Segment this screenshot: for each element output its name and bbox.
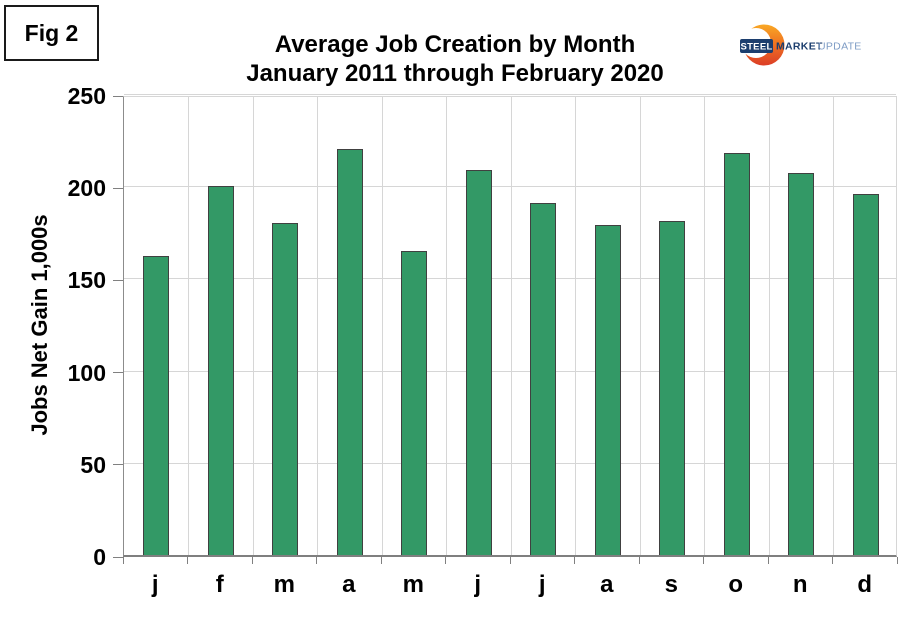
tick-mark (187, 557, 188, 564)
tick-mark (122, 557, 124, 564)
x-tick-label: j (151, 571, 159, 598)
smu-logo: STEEL MARKET UPDATE (738, 22, 888, 68)
bar (207, 186, 234, 555)
x-tick-label: a (342, 571, 356, 598)
x-tick-label: s (664, 571, 678, 598)
bar (143, 256, 170, 555)
logo-update-text: UPDATE (818, 41, 862, 53)
y-tick-label: 50 (80, 451, 106, 478)
logo-market-text: MARKET (776, 41, 823, 53)
tick-mark (316, 557, 317, 564)
tick-mark (113, 279, 123, 281)
gridline (188, 97, 189, 555)
tick-mark (445, 557, 446, 564)
gridline (124, 94, 896, 95)
tick-mark (896, 557, 898, 564)
y-axis-title: Jobs Net Gain 1,000s (27, 214, 52, 436)
bar (336, 149, 363, 555)
tick-mark (113, 372, 123, 374)
steel-badge (740, 39, 773, 53)
x-tick-label: n (792, 571, 808, 598)
bar (530, 202, 557, 555)
plot-area (123, 94, 897, 557)
logo-steel-text: STEEL (740, 42, 772, 53)
gridline (124, 462, 896, 464)
tick-mark (113, 187, 123, 189)
y-tick-label: 100 (67, 359, 106, 386)
gridline (124, 186, 896, 188)
figure-label: Fig 2 (24, 19, 79, 46)
chart-title-line2: January 2011 through February 2020 (246, 60, 664, 87)
gridline (446, 97, 447, 555)
gridline (639, 97, 641, 555)
figure-label-box: Fig 2 (4, 5, 99, 61)
tick-mark (767, 557, 769, 564)
x-tick-label: f (215, 571, 224, 598)
x-tick-label: a (600, 571, 614, 598)
chart-title: Average Job Creation by Month January 20… (0, 30, 910, 88)
bar (788, 173, 815, 555)
y-tick-label: 150 (67, 267, 106, 294)
x-tick-label: d (857, 571, 873, 598)
tick-mark (703, 557, 704, 564)
smu-logo-graphic: STEEL MARKET UPDATE (740, 24, 862, 66)
tick-mark (113, 95, 123, 97)
y-tick-label: 250 (67, 83, 106, 109)
gridline (575, 97, 576, 555)
gridline (768, 97, 770, 555)
bar (723, 153, 750, 555)
bar (272, 223, 299, 555)
x-tick-label: j (474, 571, 482, 598)
tick-mark (832, 557, 833, 564)
x-tick-label: m (402, 571, 424, 598)
bar (594, 224, 621, 555)
x-tick-label: m (273, 571, 295, 598)
tick-mark (638, 557, 640, 564)
gridline (381, 97, 383, 555)
tick-mark (113, 464, 123, 466)
gridline (833, 97, 834, 555)
tick-mark (113, 556, 123, 558)
y-tick-label: 0 (93, 544, 106, 570)
chart-title-line1: Average Job Creation by Month (274, 31, 636, 58)
bar (659, 221, 686, 555)
y-tick-label: 200 (67, 175, 106, 202)
tick-mark (509, 557, 511, 564)
tick-mark (574, 557, 575, 564)
gridline (124, 278, 896, 280)
x-tick-label: o (728, 571, 744, 598)
gridline (124, 370, 896, 372)
x-tick-label: j (538, 571, 546, 598)
gridline (317, 97, 318, 555)
bar (401, 250, 428, 555)
tick-mark (251, 557, 253, 564)
gridline (704, 97, 705, 555)
gridline (252, 97, 254, 555)
bar (852, 193, 879, 555)
tick-mark (380, 557, 382, 564)
bar (465, 169, 492, 555)
gridline (510, 97, 512, 555)
